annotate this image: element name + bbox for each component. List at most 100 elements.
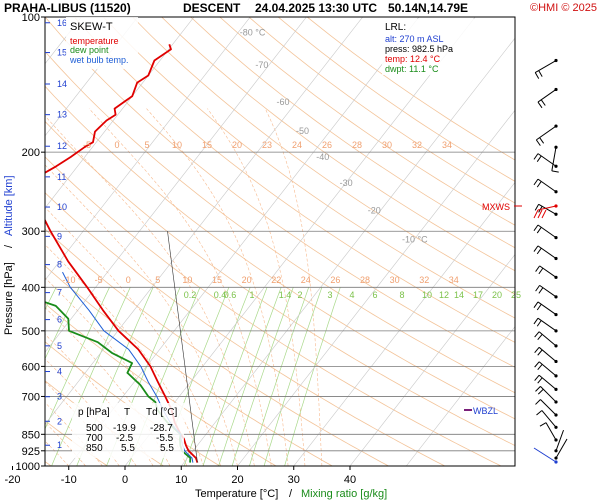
wind-barb [555,438,568,459]
saturated-adiabat-label: 20 [242,275,252,285]
saturated-adiabat-label: 23 [262,140,272,150]
x-tick-label: 10 [175,474,187,486]
wind-barb [537,301,557,315]
y-axis-title-sep: / [3,244,15,248]
saturated-adiabat-label: 10 [172,140,182,150]
y-tick-label: 925 [22,446,40,458]
parcel-line [167,231,198,463]
legend-box [66,17,138,69]
saturated-adiabat-label: 24 [292,140,302,150]
wind-barb [541,410,557,428]
wind-barb-flag [535,285,541,292]
wind-barb [537,245,557,259]
mixing-ratio-label: 12 [439,290,449,300]
mixing-ratio-line [231,287,294,466]
wind-barb-flag [539,422,547,427]
wind-barb-dot [554,329,558,333]
wind-barb [539,265,557,278]
x-tick-label: 0 [122,474,128,486]
dry-adiabat-label: -20 [368,206,381,216]
altitude-tick-label: 11 [57,172,66,182]
saturated-adiabat-label: 34 [442,140,452,150]
isotherm-line [45,17,363,425]
wind-barb-dot [554,456,558,460]
isotherm-line [45,17,82,65]
y-tick-label: 1000 [16,461,40,473]
x-tick-label: -20 [5,474,21,486]
wind-barb-max [537,205,557,211]
wind-barb [538,203,557,215]
saturated-adiabat-label: -5 [95,275,103,285]
saturated-adiabat-label: 26 [322,140,332,150]
mixing-ratio-label: 14 [454,290,464,300]
y-axis-title-2: Altitude [km] [3,175,15,236]
mixing-ratio-label: 6 [372,290,377,300]
altitude-tick-label: 13 [57,110,67,120]
saturated-adiabat-label: 15 [202,140,212,150]
saturated-adiabat-line [45,206,221,466]
wind-barb-flag [536,247,542,255]
dry-adiabat-line [190,17,515,249]
wind-barb-flag [533,317,539,325]
dry-adiabat-label: -30 [340,178,353,188]
mixing-ratio-label: 8 [399,290,404,300]
saturated-adiabat-label: 15 [212,275,222,285]
dry-adiabat-line [103,17,515,319]
wind-barb-flag [538,267,544,275]
wind-barb-flag [537,388,544,395]
copyright: ©HMI © 2025 [530,2,597,14]
table-row: 850 5.5 5.5 [86,443,174,454]
wind-barb-flag [533,153,539,160]
wind-barb-dot [554,124,558,128]
altitude-tick-label: 7 [57,288,62,298]
mixing-ratio-label: 0.6 [224,290,237,300]
altitude-tick-label: 10 [57,202,67,212]
lrl-alt: alt: 270 m ASL [385,34,444,44]
table-cell: -19.9 [113,423,136,434]
saturated-adiabat-label: 28 [352,140,362,150]
mixing-ratio-label: 3 [327,290,332,300]
wind-barb-flag [536,320,542,327]
saturated-adiabat-label: 30 [382,140,392,150]
legend-title: SKEW-T [70,21,113,33]
saturated-adiabat-label: 30 [390,275,400,285]
wind-barb-flag [537,101,543,109]
table-cell: -2.5 [116,433,134,444]
isotherm-line [45,17,251,281]
mixing-ratio-label: 20 [492,290,502,300]
isotherm-line [406,326,515,466]
isotherm-line [293,181,515,466]
mixing-ratio-label: 2 [297,290,302,300]
mixing-ratio-label: 4 [349,290,354,300]
y-tick-label: 850 [22,429,40,441]
altitude-tick-label: 3 [57,392,62,402]
x-tick-label: 20 [231,474,243,486]
x-tick-label: 40 [344,474,356,486]
altitude-tick-label: 14 [57,79,67,89]
dry-adiabat-line [248,17,515,204]
dry-adiabat-label: -40 [316,152,329,162]
wind-barb-flag [536,181,542,188]
wind-barb-dot [554,256,558,261]
table-row: 500 -19.9 -28.7 [86,423,173,434]
wind-barb [555,429,564,451]
wind-barb-flag [533,178,539,186]
saturated-adiabat-line [45,115,255,466]
wind-barb-dot [554,438,558,442]
dry-adiabat-line [45,302,277,466]
table-header-p: p [hPa] [78,407,110,418]
legend-dew-point: dew point [70,45,109,55]
dry-adiabat-label: -10 °C [402,235,428,245]
wind-barb [540,399,557,416]
wind-barb [534,60,557,73]
saturated-adiabat-label: 5 [144,140,149,150]
wind-barb-dot [554,87,558,92]
saturated-adiabat-label: 5 [155,275,160,285]
wind-barb-dot [554,400,558,404]
altitude-tick-label: 8 [57,260,62,270]
wind-barb-dot [554,145,558,149]
saturated-adiabat-line [45,244,205,466]
altitude-tick-label: 9 [57,231,62,241]
wind-barb [539,284,557,298]
wind-barb-dot [554,164,558,168]
